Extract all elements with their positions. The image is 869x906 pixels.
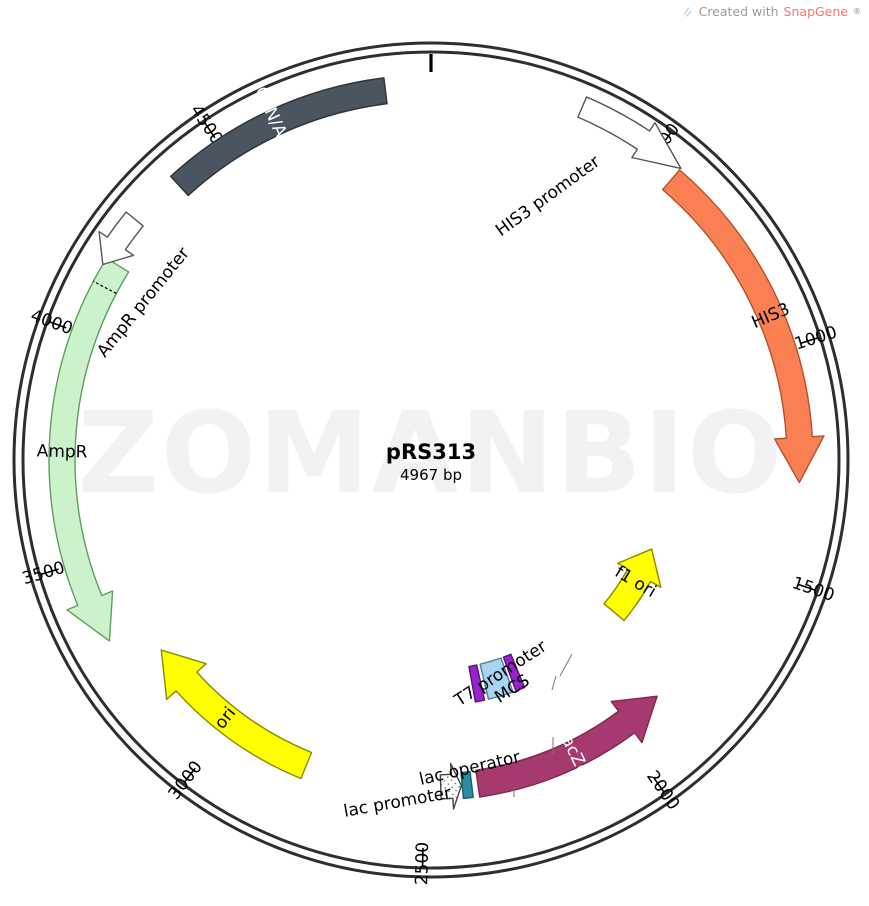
leader-line (551, 675, 557, 691)
feature-shape-t3-promoter[interactable] (468, 664, 486, 703)
watermark-brand-snap: SnapGene (783, 4, 848, 19)
feature-label-lac-promoter: lac promoter (342, 783, 453, 822)
plasmid-backbone (12, 41, 850, 879)
feature-shape-his3-promoter[interactable] (577, 96, 682, 170)
snapgene-swoosh-icon (681, 5, 694, 18)
plasmid-size: 4967 bp (400, 466, 462, 484)
feature-shape-f1-ori[interactable] (603, 548, 662, 622)
feature-shape-his3[interactable] (661, 169, 825, 484)
feature-shape-ampr[interactable] (48, 257, 130, 642)
feature-lac-operator[interactable] (460, 770, 474, 800)
feature-lac-promoter[interactable] (439, 762, 463, 810)
watermark-registered: ® (853, 7, 861, 16)
leader-line (559, 653, 573, 677)
feature-his3-promoter[interactable] (577, 96, 682, 170)
feature-cen-ars[interactable] (169, 77, 388, 197)
feature-shape-lac-promoter[interactable] (439, 762, 463, 810)
feature-shape-ori[interactable] (160, 649, 313, 780)
feature-mcs[interactable] (479, 657, 514, 700)
feature-shape-lacz-alpha[interactable] (475, 695, 658, 798)
feature-shape-t7-promoter[interactable] (502, 653, 526, 692)
ampr-signal-peptide-divider (93, 280, 117, 295)
feature-ori[interactable] (160, 649, 313, 780)
feature-shape-lac-operator[interactable] (460, 770, 474, 800)
feature-f1-ori[interactable] (603, 548, 662, 622)
plasmid-name: pRS313 (386, 440, 476, 464)
feature-lacz-alpha[interactable] (475, 695, 658, 798)
feature-his3[interactable] (661, 169, 825, 484)
feature-ampr[interactable] (48, 257, 130, 642)
feature-shape-ampr-promoter[interactable] (98, 211, 144, 266)
feature-label-his3-promoter: HIS3 promoter (492, 152, 604, 241)
feature-ampr-promoter[interactable] (98, 211, 144, 266)
background-watermark-text: ZOMANBIO (78, 389, 785, 519)
feature-t7-promoter[interactable] (502, 653, 526, 692)
feature-shape-cen-ars[interactable] (169, 77, 388, 197)
tick-label: 2500 (412, 842, 433, 886)
feature-layer (48, 77, 825, 810)
feature-label-ampr: AmpR (36, 441, 87, 462)
feature-shape-mcs[interactable] (479, 657, 514, 700)
watermark-prefix: Created with (698, 4, 779, 19)
feature-t3-promoter[interactable] (468, 664, 486, 703)
snapgene-watermark: Created with SnapGene ® (681, 4, 861, 19)
tick-2500: 2500 (412, 842, 433, 886)
